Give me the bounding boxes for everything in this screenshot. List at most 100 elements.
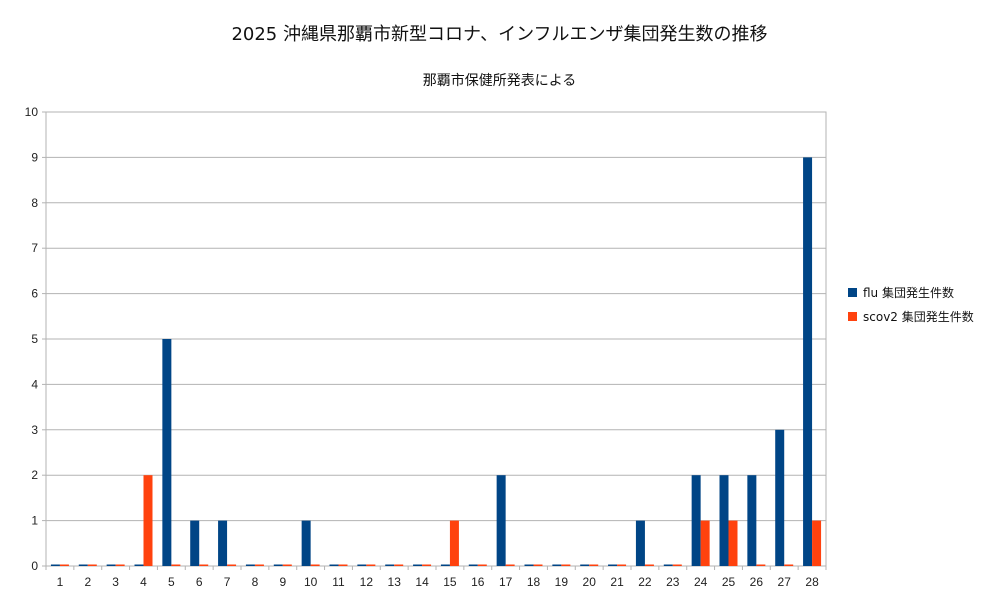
bar-scov2-26 [756,564,766,566]
bar-scov2-9 [282,564,292,566]
x-tick-label: 25 [722,575,736,589]
x-tick-label: 27 [778,575,792,589]
bar-scov2-7 [227,564,237,566]
bar-scov2-11 [338,564,348,566]
bar-scov2-10 [310,564,320,566]
bar-flu-14 [413,564,423,566]
bar-flu-6 [190,520,200,566]
bar-scov2-3 [115,564,125,566]
bar-scov2-1 [59,564,69,566]
x-tick-label: 10 [304,575,318,589]
x-tick-label: 8 [252,575,259,589]
legend-label-flu: flu 集団発生件数 [863,285,954,300]
bar-flu-15 [440,564,450,566]
bar-flu-5 [162,339,172,566]
bar-flu-19 [552,564,562,566]
bar-flu-8 [245,564,255,566]
y-tick-label: 1 [31,514,38,528]
bar-flu-7 [218,520,228,566]
bar-scov2-28 [812,520,822,566]
y-tick-label: 8 [31,196,38,210]
x-tick-label: 16 [471,575,485,589]
bar-scov2-15 [449,520,459,566]
y-tick-label: 9 [31,150,38,164]
bar-flu-27 [775,429,785,566]
bar-scov2-23 [672,564,682,566]
x-tick-label: 24 [694,575,708,589]
x-tick-label: 20 [583,575,597,589]
bar-scov2-6 [199,564,209,566]
bar-flu-25 [719,475,729,566]
y-tick-label: 6 [31,287,38,301]
bar-flu-23 [663,564,673,566]
bar-flu-16 [468,564,478,566]
x-tick-label: 5 [168,575,175,589]
x-tick-label: 28 [805,575,819,589]
bar-scov2-22 [644,564,654,566]
y-tick-label: 5 [31,332,38,346]
x-tick-label: 1 [57,575,64,589]
bar-flu-10 [301,520,311,566]
bar-scov2-8 [254,564,264,566]
bar-flu-13 [385,564,395,566]
bar-flu-12 [357,564,367,566]
x-tick-label: 19 [555,575,569,589]
x-tick-label: 3 [112,575,119,589]
bar-scov2-13 [394,564,404,566]
bar-flu-26 [747,475,757,566]
bar-flu-21 [608,564,618,566]
bar-flu-24 [691,475,701,566]
bar-scov2-16 [477,564,487,566]
bar-flu-4 [134,564,144,566]
bar-flu-11 [329,564,339,566]
y-tick-label: 10 [25,105,39,119]
legend-label-scov2: scov2 集団発生件数 [863,309,974,324]
bar-flu-28 [803,157,813,566]
bar-scov2-14 [422,564,432,566]
bar-scov2-19 [561,564,571,566]
x-tick-label: 23 [666,575,680,589]
bar-scov2-4 [143,475,153,566]
bar-scov2-20 [589,564,599,566]
y-tick-label: 0 [31,559,38,573]
legend-swatch-flu [848,287,857,297]
x-tick-label: 7 [224,575,231,589]
bar-scov2-18 [533,564,543,566]
x-tick-label: 18 [527,575,541,589]
bar-flu-20 [580,564,590,566]
x-tick-label: 21 [610,575,624,589]
bar-flu-17 [496,475,506,566]
legend-item-scov2: scov2 集団発生件数 [848,304,974,328]
chart-title: 2025 沖縄県那覇市新型コロナ、インフルエンザ集団発生数の推移 [231,24,768,45]
bar-scov2-27 [784,564,794,566]
legend-item-flu: flu 集団発生件数 [848,280,974,304]
legend-swatch-scov2 [848,311,857,321]
y-tick-label: 7 [31,241,38,255]
x-tick-label: 4 [140,575,147,589]
x-tick-label: 13 [388,575,402,589]
bar-flu-9 [273,564,283,566]
bar-scov2-12 [366,564,376,566]
bar-scov2-2 [87,564,97,566]
y-tick-label: 2 [31,468,38,482]
x-tick-label: 26 [750,575,764,589]
x-tick-label: 14 [415,575,429,589]
x-tick-label: 22 [638,575,652,589]
bar-flu-1 [50,564,60,566]
bar-scov2-5 [171,564,181,566]
x-tick-label: 6 [196,575,203,589]
bar-flu-2 [78,564,88,566]
legend: flu 集団発生件数 scov2 集団発生件数 [848,280,974,328]
x-tick-label: 11 [332,575,345,589]
bar-scov2-24 [700,520,710,566]
bar-flu-22 [635,520,645,566]
y-tick-label: 3 [31,423,38,437]
x-tick-label: 12 [360,575,374,589]
bar-scov2-25 [728,520,738,566]
x-tick-label: 2 [84,575,91,589]
bar-scov2-17 [505,564,515,566]
x-tick-label: 9 [279,575,286,589]
x-tick-label: 17 [499,575,513,589]
x-tick-label: 15 [443,575,457,589]
